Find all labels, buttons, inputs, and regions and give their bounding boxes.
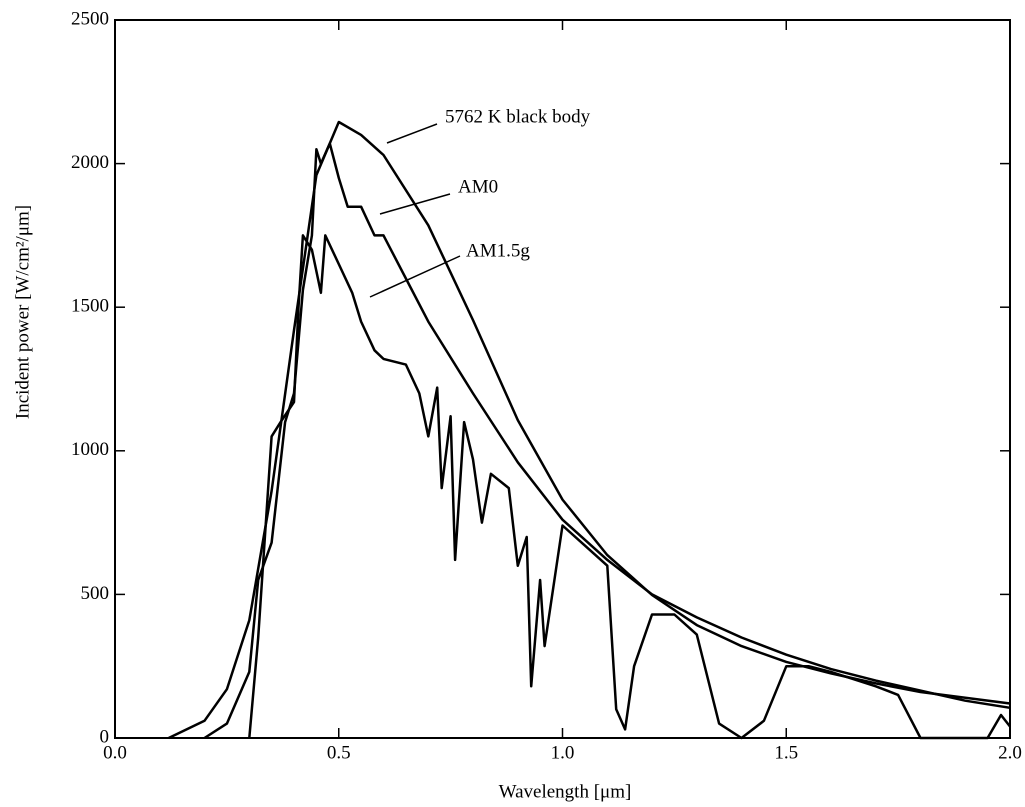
annotation: AM0 (458, 176, 498, 197)
annotation: AM1.5g (466, 240, 530, 261)
x-tick-label: 1.5 (774, 742, 798, 763)
x-tick-label: 0.5 (327, 742, 351, 763)
series-line (168, 120, 1011, 740)
annotation-leader (386, 123, 438, 144)
y-tick-label: 500 (81, 583, 110, 604)
annotation: 5762 K black body (445, 106, 591, 127)
y-tick-label: 1500 (71, 296, 109, 317)
plot-frame (114, 19, 1011, 739)
annotation-leader (369, 255, 461, 298)
y-tick-label: 2500 (71, 8, 109, 29)
y-tick-label: 0 (100, 726, 110, 747)
series-line (203, 142, 1011, 740)
x-axis-label: Wavelength [μm] (499, 781, 632, 802)
y-tick-label: 2000 (71, 152, 109, 173)
series-line (248, 234, 1011, 740)
x-tick-label: 0.0 (103, 742, 127, 763)
x-tick-label: 1.0 (551, 742, 575, 763)
x-tick-label: 2.0 (998, 742, 1022, 763)
annotation-leader (379, 193, 451, 215)
y-axis-label: Incident power [W/cm²/μm] (12, 205, 33, 419)
y-tick-label: 1000 (71, 439, 109, 460)
